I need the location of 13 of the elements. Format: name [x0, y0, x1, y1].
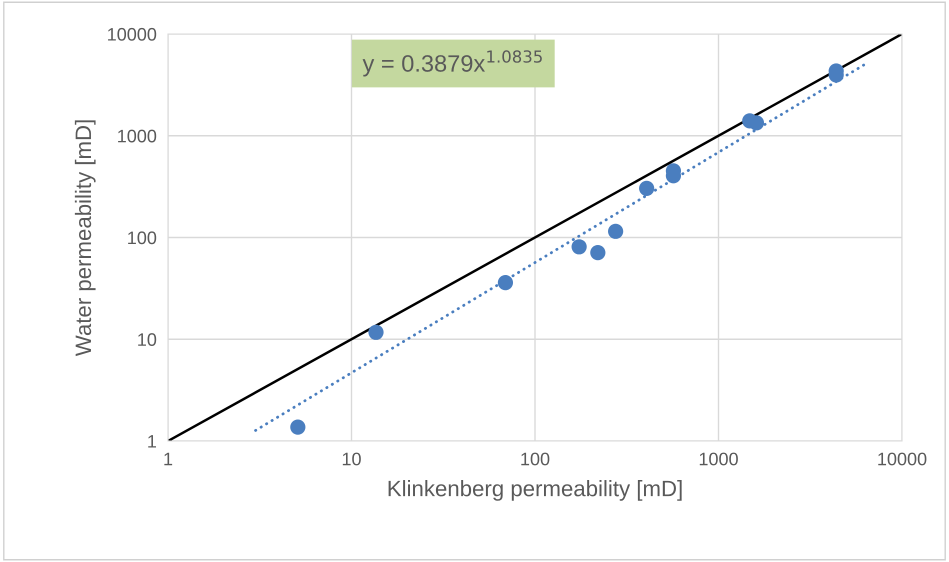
y-tick-label: 1 — [148, 435, 156, 448]
y-tick-label: 10 — [138, 333, 156, 346]
x-tick-label: 10000 — [878, 452, 926, 466]
y-tick-label: 10000 — [108, 28, 156, 41]
x-tick-label: 1000 — [700, 452, 738, 466]
y-axis-title: Water permeability [mD] — [74, 120, 96, 356]
x-axis-title: Klinkenberg permeability [mD] — [388, 480, 682, 501]
annotation: y = 0.3879x$^{1.0835}$ — [362, 50, 542, 76]
x-tick-label: 100 — [521, 452, 550, 466]
y-tick-label: 100 — [128, 231, 156, 244]
x-tick-label: 1 — [164, 452, 172, 466]
x-tick-label: 10 — [342, 452, 361, 466]
y-tick-label: 1000 — [118, 130, 156, 142]
